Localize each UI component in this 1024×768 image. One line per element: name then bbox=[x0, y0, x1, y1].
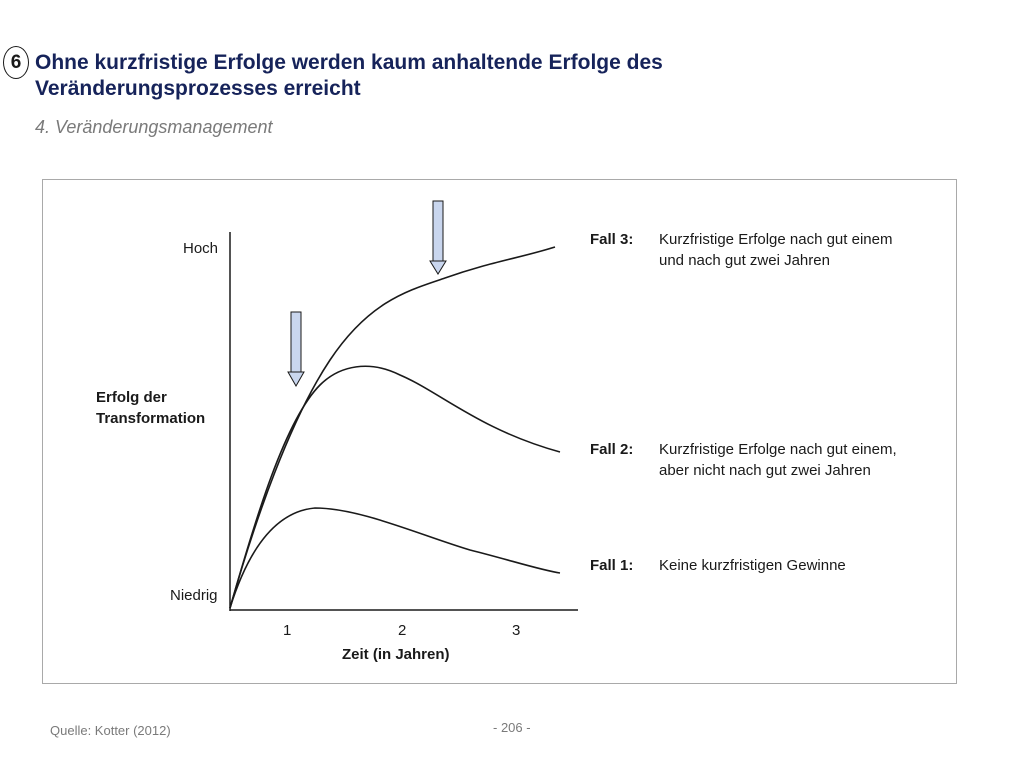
x-tick-label: 1 bbox=[283, 622, 292, 639]
diagram-frame bbox=[42, 179, 957, 684]
curve-case-1 bbox=[229, 507, 561, 609]
source-note: Quelle: Kotter (2012) bbox=[50, 723, 171, 738]
curve-case-2 bbox=[229, 365, 561, 609]
down-arrow-early bbox=[287, 311, 305, 388]
down-arrow-late bbox=[429, 200, 447, 275]
case-3-key: Fall 3: bbox=[590, 231, 634, 248]
case-3-text: Kurzfristige Erfolge nach gut einem und … bbox=[659, 231, 893, 269]
x-axis-title: Zeit (in Jahren) bbox=[342, 646, 450, 663]
slide-title: Ohne kurzfristige Erfolge werden kaum an… bbox=[35, 50, 995, 102]
x-tick-label: 3 bbox=[512, 622, 521, 639]
case-2-key: Fall 2: bbox=[590, 441, 634, 458]
slide-title-line-2: Veränderungsprozesses erreicht bbox=[35, 77, 361, 100]
y-axis-title: Erfolg der Transformation bbox=[96, 387, 205, 429]
page-number: - 206 - bbox=[493, 720, 531, 735]
case-2-text: Kurzfristige Erfolge nach gut einem, abe… bbox=[659, 441, 897, 479]
case-1-key: Fall 1: bbox=[590, 557, 634, 574]
curve-case-3 bbox=[229, 246, 556, 609]
x-tick-label: 2 bbox=[398, 622, 407, 639]
y-axis-title-line-1: Erfolg der bbox=[96, 389, 167, 406]
y-axis-title-line-2: Transformation bbox=[96, 410, 206, 427]
case-1-text: Keine kurzfristigen Gewinne bbox=[659, 557, 846, 574]
y-axis-high-label: Hoch bbox=[183, 240, 219, 257]
y-axis-low-label: Niedrig bbox=[170, 587, 218, 604]
slide-number-badge: 6 bbox=[3, 46, 29, 79]
slide-title-line-1: Ohne kurzfristige Erfolge werden kaum an… bbox=[35, 51, 663, 74]
slide-subtitle: 4. Veränderungsmanagement bbox=[35, 117, 273, 137]
